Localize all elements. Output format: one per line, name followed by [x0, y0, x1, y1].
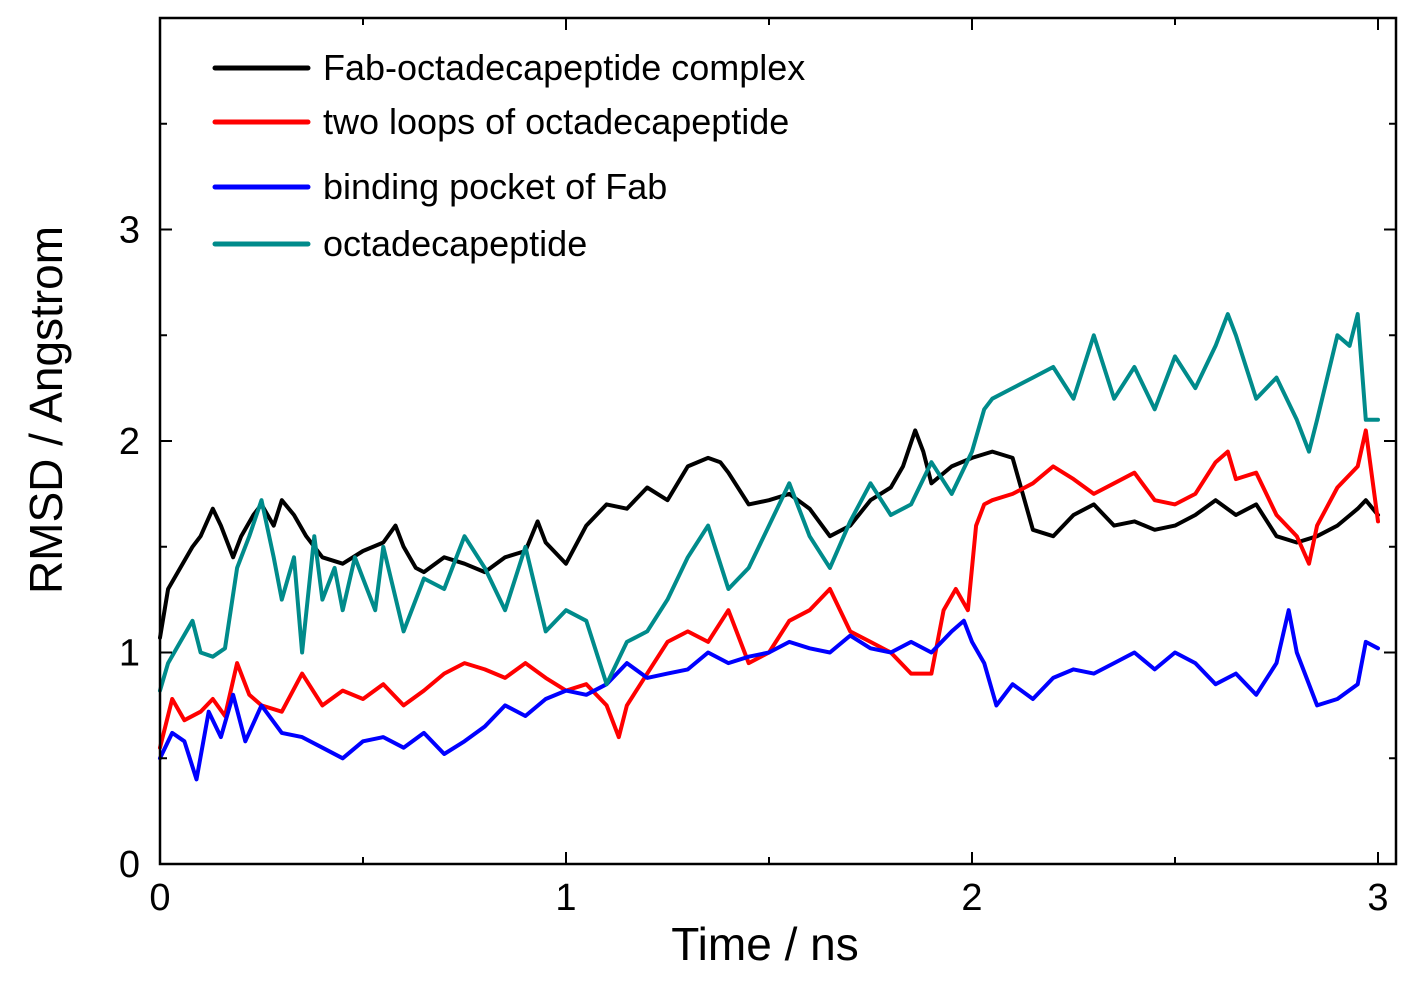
rmsd-chart: 0 1 2 3 0 1 2 3 Fab-octadecapeptide complex two … — [0, 0, 1419, 983]
y-tick-label: 2 — [119, 421, 140, 463]
x-tick-label: 3 — [1367, 877, 1388, 919]
y-axis-title: RMSD / Angstrom — [20, 226, 72, 594]
legend-label-3: binding pocket of Fab — [323, 166, 667, 207]
legend-label-2: two loops of octadecapeptide — [323, 101, 789, 142]
x-tick-label: 2 — [961, 877, 982, 919]
y-tick-label: 0 — [119, 844, 140, 886]
x-axis-title: Time / ns — [671, 918, 858, 970]
y-tick-label: 1 — [119, 633, 140, 675]
x-tick-label: 1 — [555, 877, 576, 919]
y-tick-label: 3 — [119, 210, 140, 252]
legend-label-4: octadecapeptide — [323, 223, 587, 264]
chart-background — [0, 0, 1419, 983]
x-tick-label: 0 — [149, 877, 170, 919]
legend-label-1: Fab-octadecapeptide complex — [323, 47, 805, 88]
